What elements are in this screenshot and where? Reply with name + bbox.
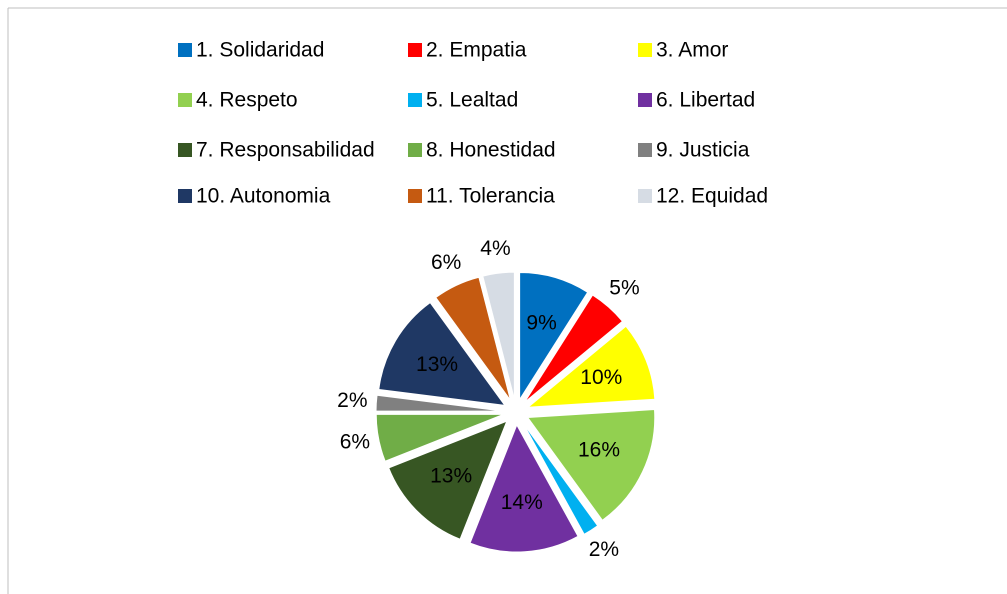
legend-label: 7. Responsabilidad — [196, 139, 375, 162]
legend-label: 9. Justicia — [656, 139, 750, 162]
pie-slice — [526, 325, 656, 408]
data-label: 10% — [580, 366, 622, 389]
legend-swatch — [408, 143, 422, 157]
legend-swatch — [638, 43, 652, 57]
legend-label: 12. Equidad — [656, 185, 768, 208]
legend-label: 3. Amor — [656, 39, 728, 62]
pie-slice — [526, 409, 656, 521]
data-label: 13% — [416, 353, 458, 376]
legend-swatch — [408, 189, 422, 203]
legend-label: 11. Tolerancia — [426, 185, 555, 208]
pie-slice — [435, 276, 511, 401]
data-label: 16% — [578, 439, 620, 462]
legend-label: 1. Solidaridad — [196, 39, 324, 62]
legend-swatch — [408, 43, 422, 57]
legend-label: 8. Honestidad — [426, 139, 556, 162]
legend-swatch — [178, 143, 192, 157]
data-label: 2% — [589, 538, 619, 561]
legend-swatch — [178, 93, 192, 107]
legend-label: 2. Empatia — [426, 39, 527, 62]
data-label: 2% — [337, 389, 367, 412]
pie-slice — [378, 301, 506, 407]
data-label: 9% — [526, 311, 556, 334]
legend-label: 10. Autonomia — [196, 185, 331, 208]
data-label: 14% — [501, 491, 543, 514]
legend-swatch — [638, 189, 652, 203]
data-label: 13% — [430, 464, 472, 487]
legend-label: 6. Libertad — [656, 89, 755, 112]
pie-slice — [469, 423, 579, 553]
data-label: 6% — [340, 430, 370, 453]
legend-swatch — [638, 143, 652, 157]
data-label: 4% — [480, 237, 510, 260]
legend-label: 5. Lealtad — [426, 89, 518, 112]
pie-slice — [524, 294, 624, 403]
pie-slice — [388, 420, 508, 540]
pie-slice — [375, 413, 504, 462]
pie-slice — [482, 271, 515, 400]
legend-swatch — [178, 43, 192, 57]
legend-swatch — [408, 93, 422, 107]
data-label: 6% — [431, 251, 461, 274]
data-label: 5% — [609, 277, 639, 300]
legend-swatch — [638, 93, 652, 107]
legend-label: 4. Respeto — [196, 89, 298, 112]
pie-slice — [519, 272, 589, 402]
pie-slice — [375, 394, 504, 412]
pie-slice — [522, 422, 599, 535]
legend-swatch — [178, 189, 192, 203]
